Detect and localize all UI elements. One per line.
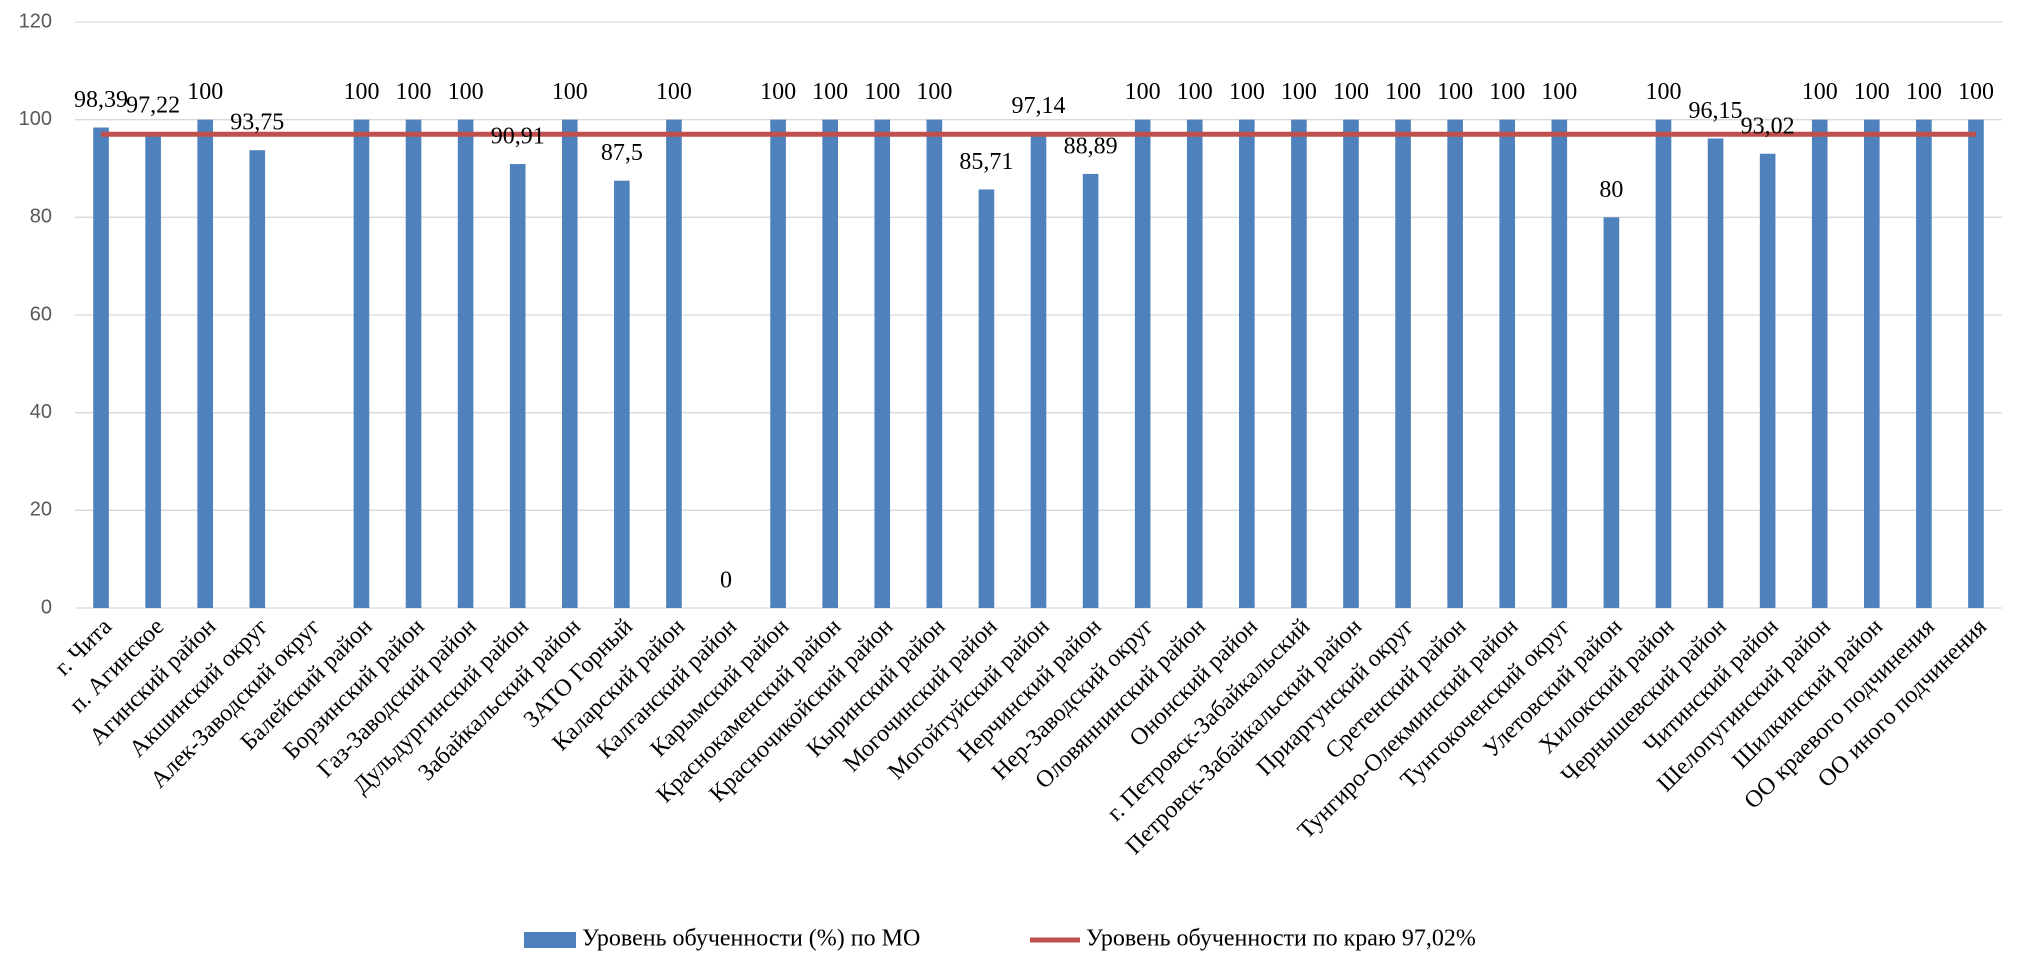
y-tick-label: 0	[41, 596, 52, 618]
y-tick-label: 80	[30, 206, 52, 228]
y-tick-label: 20	[30, 499, 52, 521]
bar	[1811, 119, 1828, 609]
data-label: 100	[1854, 79, 1890, 105]
data-label: 100	[396, 79, 432, 105]
bar	[1082, 173, 1099, 608]
legend-swatch	[524, 932, 576, 948]
bar	[1863, 119, 1880, 609]
bar	[1707, 138, 1724, 608]
data-label: 98,39	[74, 87, 128, 113]
data-label: 100	[1437, 79, 1473, 105]
bar	[926, 119, 943, 609]
data-label: 96,15	[1689, 98, 1743, 124]
bar	[249, 150, 266, 608]
data-label: 100	[1958, 79, 1994, 105]
data-label: 100	[656, 79, 692, 105]
bar	[353, 119, 370, 609]
data-label: 100	[343, 79, 379, 105]
bar	[457, 119, 474, 609]
data-label: 87,5	[601, 140, 643, 166]
data-label: 100	[1385, 79, 1421, 105]
bar	[1916, 119, 1932, 609]
bar	[1134, 119, 1151, 609]
bar	[1343, 119, 1359, 609]
data-label: 100	[1645, 79, 1681, 105]
bar	[1239, 119, 1255, 609]
data-label: 85,71	[959, 149, 1013, 175]
bar	[1655, 119, 1672, 609]
data-label: 100	[552, 79, 588, 105]
bar	[1499, 119, 1516, 609]
data-label: 80	[1599, 177, 1623, 203]
data-label: 100	[1541, 79, 1577, 105]
y-tick-label: 120	[19, 10, 52, 32]
bar	[666, 119, 682, 609]
data-label: 97,22	[126, 93, 180, 119]
data-label: 100	[812, 79, 848, 105]
data-label: 97,14	[1012, 93, 1066, 119]
data-label: 93,75	[230, 110, 284, 136]
data-label: 100	[760, 79, 796, 105]
bar	[614, 180, 630, 609]
bar	[1551, 119, 1568, 609]
data-label: 88,89	[1064, 133, 1118, 159]
bar	[197, 119, 214, 609]
data-label: 100	[1489, 79, 1525, 105]
bar	[978, 189, 995, 608]
bar	[145, 133, 161, 608]
data-label: 100	[1281, 79, 1317, 105]
bar	[822, 119, 838, 609]
bar	[561, 119, 578, 609]
data-label: 100	[187, 79, 223, 105]
bar	[405, 119, 422, 609]
bar	[1447, 119, 1463, 609]
bar	[874, 119, 891, 609]
bar	[1968, 119, 1984, 609]
data-label: 100	[1802, 79, 1838, 105]
bar	[1759, 153, 1776, 609]
y-tick-label: 60	[30, 303, 52, 325]
data-label: 100	[1333, 79, 1369, 105]
data-label: 100	[448, 79, 484, 105]
bar	[93, 127, 109, 608]
bar	[1291, 119, 1307, 609]
data-label: 100	[1229, 79, 1265, 105]
data-label: 100	[1125, 79, 1161, 105]
data-label: 100	[1177, 79, 1213, 105]
data-label: 100	[916, 79, 952, 105]
bar	[509, 164, 526, 609]
data-label: 90,91	[491, 124, 545, 150]
y-tick-label: 100	[19, 108, 52, 130]
bar	[1186, 119, 1203, 609]
legend-label: Уровень обученности (%) по МО	[582, 926, 920, 952]
data-label: 0	[720, 568, 732, 594]
data-label: 100	[1906, 79, 1942, 105]
data-label: 100	[864, 79, 900, 105]
bar	[1030, 133, 1047, 608]
data-label: 93,02	[1741, 113, 1795, 139]
legend-label: Уровень обученности по краю 97,02%	[1086, 926, 1476, 952]
bar	[1395, 119, 1411, 609]
bar	[770, 119, 786, 609]
bar	[1603, 217, 1620, 609]
y-tick-label: 40	[30, 401, 52, 423]
